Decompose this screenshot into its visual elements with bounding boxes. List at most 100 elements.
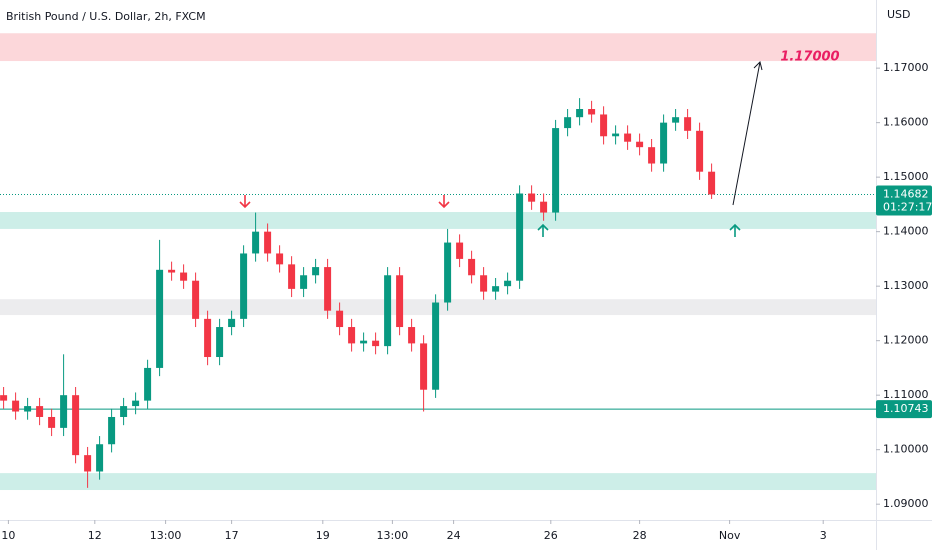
candle-body: [492, 286, 500, 292]
candle-body: [540, 201, 548, 213]
up-arrow: [537, 223, 549, 237]
y-tick-label: 1.11000: [883, 388, 929, 401]
zones: [0, 33, 876, 491]
candle-body: [276, 253, 284, 265]
candle-body: [528, 193, 536, 202]
candle-body: [84, 455, 92, 472]
candle-body: [360, 340, 368, 344]
level-tag: [876, 400, 932, 419]
candle-body: [180, 272, 188, 281]
candle-body: [144, 367, 152, 401]
y-tick-label: 1.13000: [883, 279, 929, 292]
candle-body: [444, 242, 452, 303]
y-tick-label: 1.15000: [883, 170, 929, 183]
candle-body: [120, 406, 128, 417]
candle-body: [504, 280, 512, 287]
candle-body: [252, 231, 260, 254]
chart-title: British Pound / U.S. Dollar, 2h, FXCM: [6, 10, 206, 23]
candle-body: [12, 400, 20, 412]
y-tick-label: 1.16000: [883, 116, 929, 129]
candle-body: [312, 267, 320, 276]
candle-body: [108, 416, 116, 445]
candle-body: [576, 109, 584, 118]
x-tick-label: 17: [225, 529, 239, 542]
x-tick-label: 13:00: [150, 529, 182, 542]
candle-body: [708, 171, 716, 195]
x-tick-label: 26: [544, 529, 558, 542]
candle-body: [168, 269, 176, 273]
candle-body: [372, 340, 380, 347]
y-tick-label: 1.12000: [883, 334, 929, 347]
candle-body: [156, 269, 164, 368]
candle-body: [468, 258, 476, 276]
candle-body: [516, 193, 524, 281]
candle-body: [636, 141, 644, 148]
candle-body: [228, 318, 236, 328]
candle-body: [216, 327, 224, 358]
candle-body: [192, 280, 200, 319]
candle-body: [612, 133, 620, 137]
candle-body: [624, 133, 632, 142]
candle-body: [384, 275, 392, 347]
down-arrow: [239, 195, 251, 209]
y-tick-label: 1.17000: [883, 61, 929, 74]
currency-label: USD: [887, 8, 911, 21]
x-tick-label: Nov: [719, 529, 741, 542]
x-tick-label: 19: [316, 529, 330, 542]
y-tick-label: 1.09000: [883, 497, 929, 510]
candle-body: [348, 327, 356, 344]
plot: [0, 98, 876, 488]
zone: [0, 473, 876, 491]
candle-body: [60, 395, 68, 428]
candle-body: [96, 444, 104, 472]
candle-body: [552, 128, 560, 213]
candle-body: [336, 310, 344, 328]
x-tick-label: 10: [1, 529, 15, 542]
zone: [0, 33, 876, 62]
candle-body: [696, 130, 704, 172]
x-tick-label: 28: [633, 529, 647, 542]
candle-body: [672, 117, 680, 123]
candle-body: [204, 318, 212, 358]
candle-body: [72, 395, 80, 456]
last-price-tag: [876, 185, 932, 216]
candle-body: [240, 253, 248, 319]
candle-body: [588, 109, 596, 115]
candle-body: [600, 114, 608, 137]
candle-body: [480, 275, 488, 292]
down-arrow: [438, 195, 450, 209]
candle-body: [408, 327, 416, 344]
candle-body: [396, 275, 404, 328]
last-price-label: 1.14682: [883, 187, 929, 200]
candle-body: [36, 406, 44, 417]
target-label: 1.17000: [780, 50, 839, 65]
candle-body: [0, 395, 8, 401]
candle-body: [24, 406, 32, 412]
y-tick-label: 1.10000: [883, 443, 929, 456]
x-tick-label: 24: [447, 529, 461, 542]
x-tick-label: 13:00: [377, 529, 409, 542]
up-arrow: [729, 223, 741, 237]
candle-body: [288, 264, 296, 289]
candle-body: [132, 400, 140, 407]
x-tick-label: 12: [88, 529, 102, 542]
candle-body: [420, 343, 428, 390]
candle-body: [300, 275, 308, 289]
annotations: [239, 61, 763, 237]
zone: [0, 212, 876, 229]
candle-body: [432, 302, 440, 390]
candle-body: [648, 147, 656, 164]
x-tick-label: 3: [820, 529, 827, 542]
candle-body: [324, 267, 332, 311]
candle-body: [48, 416, 56, 428]
candle-body: [684, 117, 692, 131]
target-arrow: [732, 61, 763, 206]
candle-body: [264, 231, 272, 254]
y-tick-label: 1.14000: [883, 225, 929, 238]
level-tag-label: 1.10743: [883, 402, 929, 415]
candle-body: [564, 117, 572, 129]
candle-body: [456, 242, 464, 259]
candle-body: [660, 122, 668, 164]
